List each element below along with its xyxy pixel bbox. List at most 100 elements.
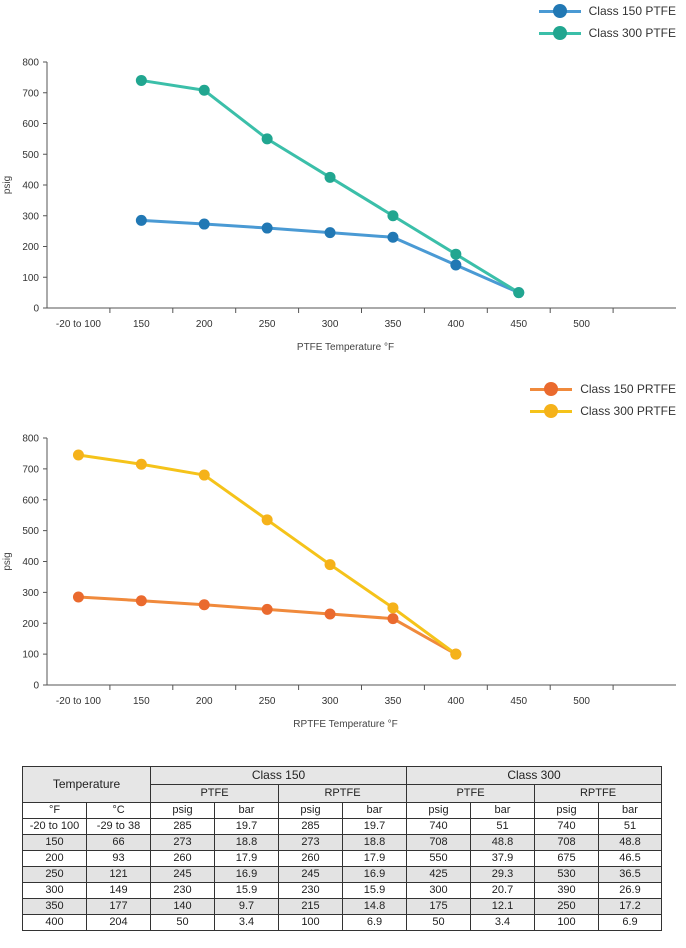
table-cell: 215	[278, 898, 343, 915]
chart-legend: Class 150 PRTFE Class 300 PRTFE	[530, 378, 676, 422]
table-cell: 300	[22, 882, 87, 899]
table-cell: 17.9	[342, 850, 407, 867]
legend-item-class300-ptfe: Class 300 PTFE	[538, 22, 676, 44]
y-tick-label: 100	[22, 273, 39, 284]
legend-swatch	[530, 382, 573, 396]
table-cell: 16.9	[214, 866, 279, 883]
legend-label: Class 150 PRTFE	[580, 382, 676, 396]
table-cell: 51	[598, 818, 662, 835]
table-cell: 260	[278, 850, 343, 867]
table-cell: 12.1	[470, 898, 535, 915]
table-cell: 250	[22, 866, 87, 883]
x-tick-label: 450	[510, 696, 527, 707]
data-point	[135, 74, 147, 86]
x-tick-label: 250	[259, 696, 276, 707]
data-point	[135, 214, 147, 226]
data-point	[72, 449, 84, 461]
table-cell: 17.9	[214, 850, 279, 867]
table-cell: 19.7	[342, 818, 407, 835]
y-tick-label: 700	[22, 88, 39, 99]
table-cell: 245	[150, 866, 215, 883]
data-point	[387, 613, 399, 625]
rptfe-pressure-chart: Class 150 PRTFE Class 300 PRTFE 0 100 200 3…	[0, 378, 686, 738]
table-cell: 16.9	[342, 866, 407, 883]
table-row: 300 149 230 15.9 230 15.9 300 20.7 390 26.9	[22, 882, 662, 899]
header-class300-rptfe: RPTFE	[534, 784, 662, 803]
table-cell: 175	[406, 898, 471, 915]
table-cell: 200	[22, 850, 87, 867]
table-cell: 245	[278, 866, 343, 883]
data-point	[261, 222, 273, 234]
x-axis-label: PTFE Temperature °F	[297, 342, 394, 353]
x-tick-label: 150	[133, 696, 150, 707]
header-class150: Class 150	[150, 766, 407, 785]
table-cell: psig	[278, 802, 343, 819]
table-cell: 740	[406, 818, 471, 835]
table-cell: 204	[86, 914, 151, 931]
table-cell: -20 to 100	[22, 818, 87, 835]
y-tick-label: 800	[22, 58, 39, 69]
x-tick-label: -20 to 100	[56, 696, 101, 707]
y-axis-label: psig	[2, 176, 13, 194]
legend-label: Class 150 PTFE	[588, 4, 676, 18]
table-cell: 26.9	[598, 882, 662, 899]
data-point	[324, 171, 336, 183]
table-cell: 20.7	[470, 882, 535, 899]
table-row: 350 177 140 9.7 215 14.8 175 12.1 250 17.2	[22, 898, 662, 915]
table-cell: °C	[86, 802, 151, 819]
table-cell: 15.9	[342, 882, 407, 899]
y-tick-label: 0	[33, 304, 39, 315]
table-cell: -29 to 38	[86, 818, 151, 835]
table-cell: 177	[86, 898, 151, 915]
data-point	[387, 602, 399, 614]
table-cell: 6.9	[598, 914, 662, 931]
table-cell: 46.5	[598, 850, 662, 867]
table-cell: 93	[86, 850, 151, 867]
header-class150-rptfe: RPTFE	[278, 784, 407, 803]
table-cell: 530	[534, 866, 599, 883]
x-tick-label: 350	[385, 696, 402, 707]
legend-swatch	[538, 4, 581, 18]
data-point	[261, 133, 273, 145]
table-cell: 550	[406, 850, 471, 867]
table-cell: 350	[22, 898, 87, 915]
table-row: 400 204 50 3.4 100 6.9 50 3.4 100 6.9	[22, 914, 662, 931]
table-cell: 390	[534, 882, 599, 899]
y-tick-label: 300	[22, 588, 39, 599]
table-cell: bar	[342, 802, 407, 819]
y-tick-label: 400	[22, 181, 39, 192]
table-row: -20 to 100 -29 to 38 285 19.7 285 19.7 740 51 74…	[22, 818, 662, 835]
x-tick-label: 350	[385, 319, 402, 330]
data-point	[198, 599, 210, 611]
table-cell: psig	[406, 802, 471, 819]
table-cell: 285	[150, 818, 215, 835]
x-tick-label: 400	[448, 319, 465, 330]
table-cell: 708	[534, 834, 599, 851]
table-cell: 36.5	[598, 866, 662, 883]
table-cell: 149	[86, 882, 151, 899]
x-tick-label: 200	[196, 696, 213, 707]
table-row: 250 121 245 16.9 245 16.9 425 29.3 530 36.5	[22, 866, 662, 883]
x-tick-label: -20 to 100	[56, 319, 101, 330]
y-tick-label: 200	[22, 242, 39, 253]
legend-label: Class 300 PTFE	[588, 26, 676, 40]
data-point	[261, 514, 273, 526]
x-tick-label: 150	[133, 319, 150, 330]
table-cell: 150	[22, 834, 87, 851]
pressure-temperature-table: Temperature Class 150 Class 300 PTFE RPT…	[22, 766, 662, 931]
data-point	[324, 608, 336, 620]
table-cell: 37.9	[470, 850, 535, 867]
table-cell: 51	[470, 818, 535, 835]
table-cell: 425	[406, 866, 471, 883]
table-cell: 260	[150, 850, 215, 867]
table-cell: 285	[278, 818, 343, 835]
data-point	[135, 595, 147, 607]
table-cell: 18.8	[342, 834, 407, 851]
data-point	[513, 287, 525, 299]
header-class300: Class 300	[406, 766, 662, 785]
y-tick-label: 0	[33, 681, 39, 692]
data-point	[198, 84, 210, 96]
table-cell: 708	[406, 834, 471, 851]
chart-legend: Class 150 PTFE Class 300 PTFE	[538, 0, 676, 44]
table-cell: psig	[150, 802, 215, 819]
